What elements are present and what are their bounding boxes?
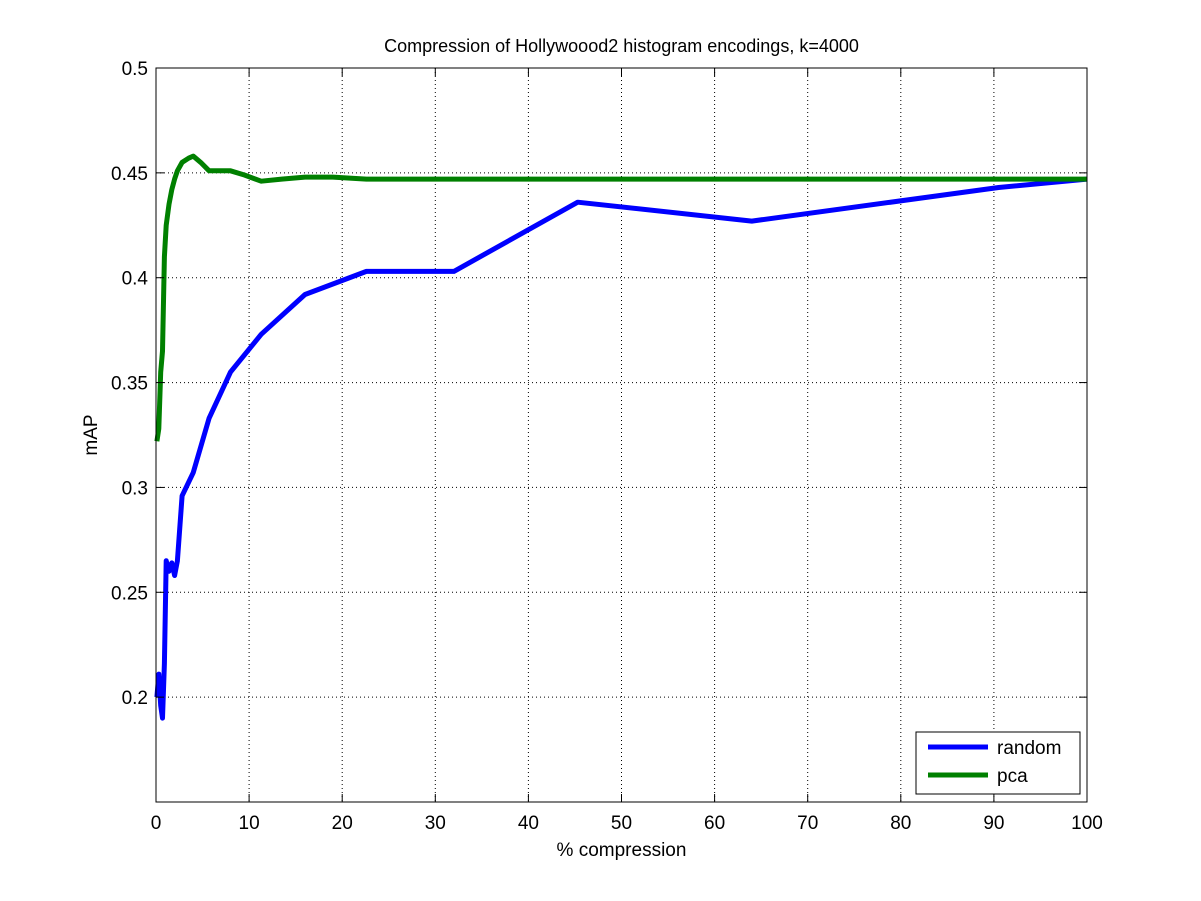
y-tick-label: 0.2 <box>122 688 148 709</box>
y-tick-label: 0.35 <box>111 374 148 395</box>
x-tick-label: 80 <box>890 813 911 834</box>
legend-box <box>915 731 1081 795</box>
x-axis-label: % compression <box>557 840 687 861</box>
series-line-random <box>154 176 1088 721</box>
plot-area <box>156 68 1087 802</box>
x-tick-label: 100 <box>1071 813 1103 834</box>
series-lines <box>154 153 1088 721</box>
x-tick-label: 10 <box>239 813 260 834</box>
y-tick-label: 0.5 <box>122 59 148 80</box>
x-tick-label: 20 <box>332 813 353 834</box>
x-tick-label: 90 <box>983 813 1004 834</box>
chart-title: Compression of Hollywoood2 histogram enc… <box>384 36 859 56</box>
legend: random pca <box>915 731 1081 795</box>
y-tick-label: 0.25 <box>111 583 148 604</box>
axis-ticks: 0 10 20 30 40 50 60 70 80 90 100 0.2 0.25 0.3 0.35 0.4 0… <box>111 59 1103 834</box>
x-tick-label: 50 <box>611 813 632 834</box>
x-tick-label: 0 <box>151 813 162 834</box>
y-axis-label: mAP <box>81 414 102 455</box>
y-tick-label: 0.4 <box>122 269 149 290</box>
x-tick-label: 70 <box>797 813 818 834</box>
series-line-pca <box>154 153 1087 442</box>
legend-label-random: random <box>997 738 1061 759</box>
x-tick-label: 40 <box>518 813 539 834</box>
x-tick-label: 60 <box>704 813 725 834</box>
x-tick-label: 30 <box>425 813 446 834</box>
y-tick-label: 0.45 <box>111 164 148 185</box>
legend-label-pca: pca <box>997 766 1028 787</box>
y-tick-label: 0.3 <box>122 478 148 499</box>
